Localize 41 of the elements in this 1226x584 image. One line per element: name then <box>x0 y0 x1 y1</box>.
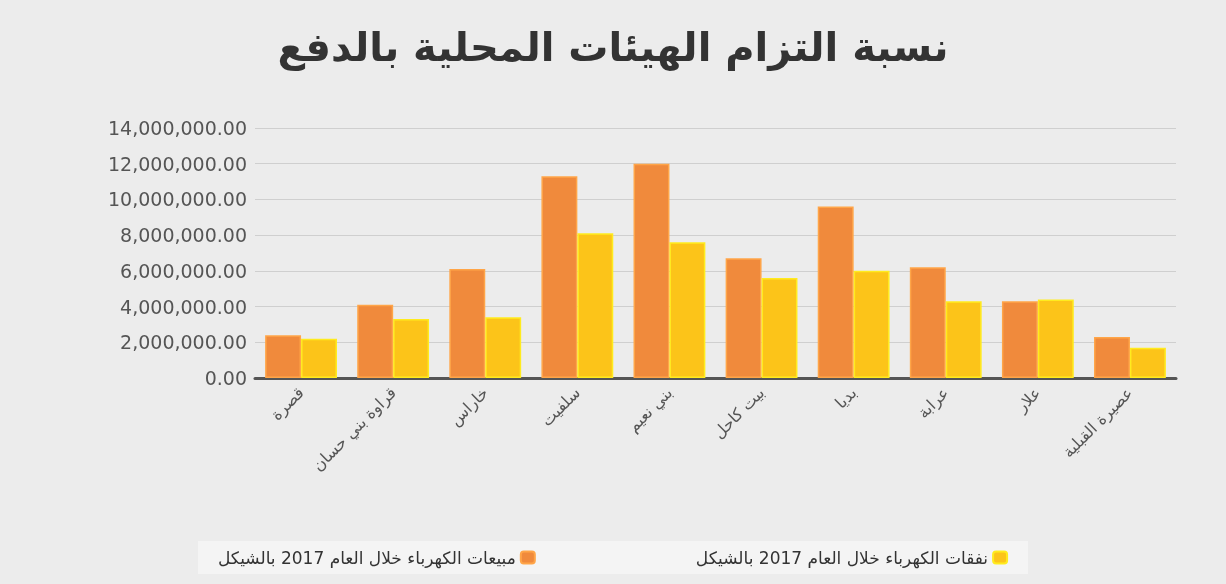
x-tick-label: بديا <box>831 383 861 413</box>
bar <box>853 270 890 378</box>
bar <box>577 233 614 378</box>
bar <box>541 176 578 378</box>
bar <box>725 258 762 378</box>
x-tick-label: عصيرة القبلية <box>1058 383 1138 463</box>
bar <box>909 267 946 378</box>
bar <box>1094 336 1130 378</box>
bar <box>1001 301 1038 378</box>
y-tick-label: 2,000,000.00 <box>120 331 247 354</box>
bar <box>1129 347 1166 378</box>
x-tick-label: علار <box>1011 383 1046 418</box>
bar <box>449 269 486 378</box>
x-tick-label: سلفيت <box>537 383 585 431</box>
x-tick-label: بيت كاحل <box>709 383 769 443</box>
y-tick-label: 0.00 <box>204 367 247 389</box>
bar <box>761 278 798 378</box>
bar <box>265 335 302 378</box>
y-tick-label: 6,000,000.00 <box>120 259 247 282</box>
x-tick-label: قراوة بني حسان <box>308 383 401 476</box>
legend-label: مبيعات الكهرباء خلال العام 2017 بالشيكل <box>217 547 516 569</box>
x-tick-label: عرابة <box>913 383 954 423</box>
bar <box>633 163 670 378</box>
chart-title: نسبة التزام الهيئات المحلية بالدفع <box>277 24 949 71</box>
y-tick-label: 12,000,000.00 <box>107 152 247 175</box>
y-tick-label: 8,000,000.00 <box>120 224 247 247</box>
y-tick-label: 4,000,000.00 <box>120 295 247 318</box>
legend-label: نفقات الكهرباء خلال العام 2017 بالشيكل <box>695 547 989 569</box>
x-tick-label: قصرة <box>266 383 309 425</box>
bar <box>485 317 522 378</box>
bar <box>393 319 430 378</box>
bar <box>1037 299 1074 378</box>
bar <box>301 338 337 378</box>
bar <box>669 242 706 378</box>
x-tick-label: خاراس <box>445 383 493 431</box>
y-tick-label: 14,000,000.00 <box>107 117 247 139</box>
bar <box>945 301 982 378</box>
y-tick-label: 10,000,000.00 <box>107 188 247 211</box>
bar <box>357 304 394 378</box>
x-tick-label: بني نعيم <box>623 383 677 437</box>
bar <box>817 206 854 378</box>
